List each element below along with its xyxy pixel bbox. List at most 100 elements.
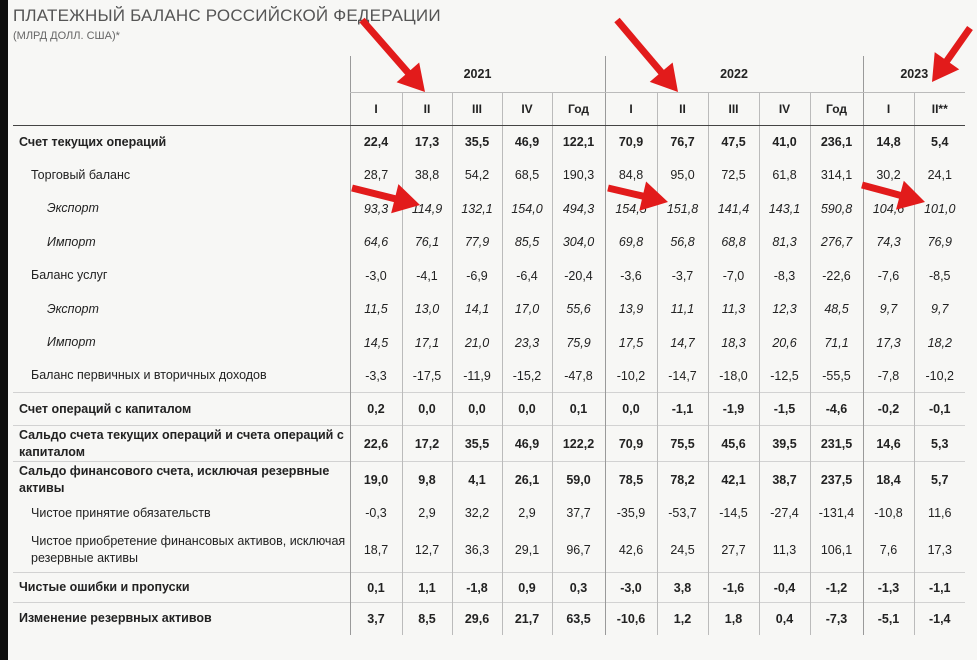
value-cell: 154,5 — [604, 191, 657, 226]
value-cell: 9,7 — [862, 292, 914, 326]
value-cell: 56,8 — [656, 225, 708, 259]
value-cell: 76,7 — [656, 125, 708, 159]
value-cell: -1,1 — [656, 392, 708, 426]
value-cell: 28,7 — [349, 158, 402, 192]
value-cell: -11,9 — [451, 359, 502, 393]
value-cell: -7,3 — [809, 602, 863, 635]
value-cell: 70,9 — [604, 125, 657, 159]
value-cell: 0,1 — [551, 392, 605, 426]
value-cell: 81,3 — [758, 225, 810, 259]
value-cell: -6,9 — [451, 258, 502, 293]
value-cell: 76,1 — [401, 225, 452, 259]
value-cell: -17,5 — [401, 359, 452, 393]
value-cell: 14,1 — [451, 292, 502, 326]
value-cell: 154,0 — [501, 191, 552, 226]
table-row: Чистые ошибки и пропуски 0,1 1,1 -1,8 0,9 0,3… — [13, 572, 965, 603]
value-cell: 18,3 — [707, 325, 759, 360]
table-row: Изменение резервных активов 3,7 8,5 29,6 21,… — [13, 602, 965, 635]
value-cell: 77,9 — [451, 225, 502, 259]
value-cell: 22,4 — [349, 125, 402, 159]
value-cell: 30,2 — [862, 158, 914, 192]
value-cell: 24,1 — [913, 158, 965, 192]
value-cell: 22,6 — [349, 425, 402, 462]
row-label: Чистое принятие обязательств — [31, 505, 211, 520]
value-cell: 32,2 — [451, 497, 502, 529]
value-cell: 17,1 — [401, 325, 452, 360]
value-cell: -1,6 — [707, 572, 759, 603]
value-cell: 3,7 — [349, 602, 402, 635]
row-label: Чистое приобретение финансовых активов, … — [31, 534, 346, 566]
value-cell: -7,8 — [862, 359, 914, 393]
value-cell: 41,0 — [758, 125, 810, 159]
value-cell: 27,7 — [707, 528, 759, 573]
value-cell: 21,0 — [451, 325, 502, 360]
value-cell: 29,1 — [501, 528, 552, 573]
value-cell: 106,1 — [809, 528, 863, 573]
quarter-header: II — [401, 92, 452, 126]
value-cell: 236,1 — [809, 125, 863, 159]
value-cell: 39,5 — [758, 425, 810, 462]
value-cell: -14,7 — [656, 359, 708, 393]
value-cell: -3,7 — [656, 258, 708, 293]
value-cell: 96,7 — [551, 528, 605, 573]
value-cell: 35,5 — [451, 425, 502, 462]
value-cell: 55,6 — [551, 292, 605, 326]
table-row: Импорт 14,5 17,1 21,0 23,3 75,9 17,5 14,7 18,3 20… — [13, 325, 965, 360]
quarter-header: II — [656, 92, 708, 126]
row-label: Счет операций с капиталом — [13, 392, 350, 426]
value-cell: -47,8 — [551, 359, 605, 393]
quarter-header: Год — [551, 92, 605, 126]
row-label: Баланс услуг — [31, 268, 108, 282]
row-label: Импорт — [47, 234, 96, 249]
row-label: Чистые ошибки и пропуски — [13, 572, 350, 603]
value-cell: 54,2 — [451, 158, 502, 192]
value-cell: -131,4 — [809, 497, 863, 529]
value-cell: 18,4 — [862, 461, 914, 498]
value-cell: 46,9 — [501, 125, 552, 159]
value-cell: 17,0 — [501, 292, 552, 326]
value-cell: -4,1 — [401, 258, 452, 293]
value-cell: 0,1 — [349, 572, 402, 603]
value-cell: 18,7 — [349, 528, 402, 573]
value-cell: 64,6 — [349, 225, 402, 259]
value-cell: 84,8 — [604, 158, 657, 192]
value-cell: -1,4 — [913, 602, 965, 635]
quarter-header: IV — [758, 92, 810, 126]
value-cell: 11,6 — [913, 497, 965, 529]
value-cell: 45,6 — [707, 425, 759, 462]
value-cell: -53,7 — [656, 497, 708, 529]
table-row: Торговый баланс 28,7 38,8 54,2 68,5 190,3 84,8… — [13, 158, 965, 192]
table-row: Счет текущих операций 22,4 17,3 35,5 46,9 122… — [13, 125, 965, 159]
value-cell: 48,5 — [809, 292, 863, 326]
value-cell: -3,0 — [349, 258, 402, 293]
value-cell: 276,7 — [809, 225, 863, 259]
value-cell: 0,0 — [501, 392, 552, 426]
value-cell: 75,5 — [656, 425, 708, 462]
value-cell: -3,0 — [604, 572, 657, 603]
value-cell: 12,7 — [401, 528, 452, 573]
value-cell: -1,9 — [707, 392, 759, 426]
quarter-header: II** — [913, 92, 965, 126]
quarter-header: I — [862, 92, 914, 126]
quarter-header: I — [349, 92, 402, 126]
value-cell: -10,8 — [862, 497, 914, 529]
table-row: Чистое принятие обязательств -0,3 2,9 32,2 2… — [13, 497, 965, 529]
value-cell: 70,9 — [604, 425, 657, 462]
table-row: Импорт 64,6 76,1 77,9 85,5 304,0 69,8 56,8 68,8 8… — [13, 225, 965, 259]
value-cell: 21,7 — [501, 602, 552, 635]
value-cell: -20,4 — [551, 258, 605, 293]
value-cell: 42,6 — [604, 528, 657, 573]
value-cell: -1,1 — [913, 572, 965, 603]
document-page: ПЛАТЕЖНЫЙ БАЛАНС РОССИЙСКОЙ ФЕДЕРАЦИИ (М… — [8, 0, 977, 660]
value-cell: 143,1 — [758, 191, 810, 226]
header-blank — [13, 56, 350, 126]
row-label: Баланс первичных и вторичных доходов — [31, 368, 267, 383]
value-cell: -7,6 — [862, 258, 914, 293]
row-label: Импорт — [47, 335, 96, 349]
table-row: Баланс услуг -3,0 -4,1 -6,9 -6,4 -20,4 -3,6 -3,… — [13, 258, 965, 293]
value-cell: 29,6 — [451, 602, 502, 635]
value-cell: 71,1 — [809, 325, 863, 360]
value-cell: 2,9 — [401, 497, 452, 529]
value-cell: 78,2 — [656, 461, 708, 498]
value-cell: 75,9 — [551, 325, 605, 360]
